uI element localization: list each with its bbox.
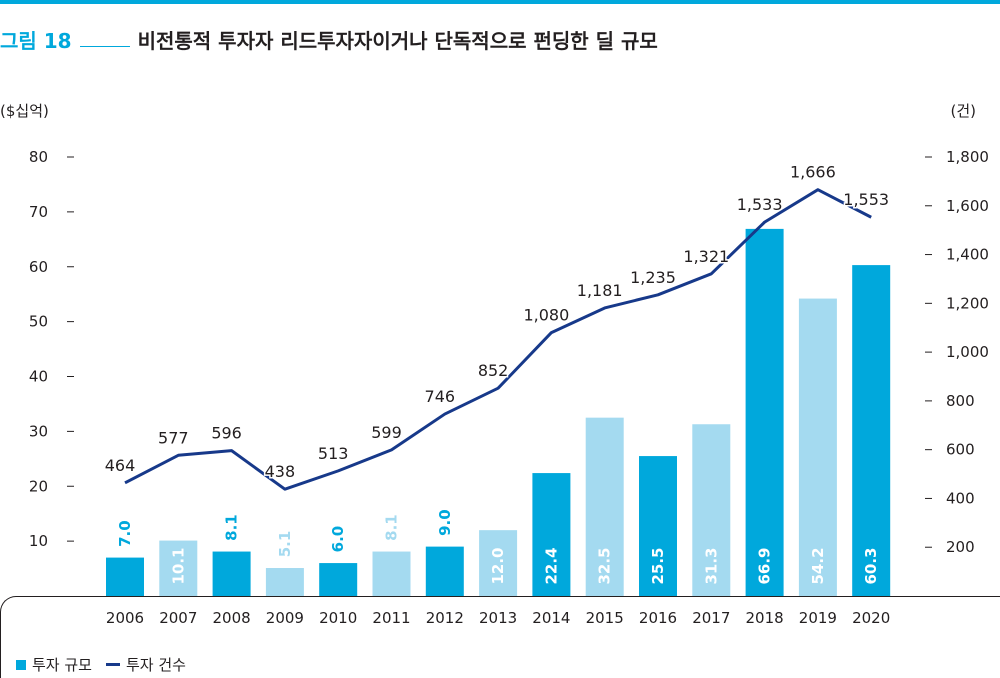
- right-axis-tick-label: 800: [946, 392, 975, 410]
- x-axis-label: 2019: [799, 609, 837, 627]
- bar-value-label: 6.0: [329, 526, 347, 553]
- line-value-label: 464: [105, 456, 136, 475]
- bar-2012: [425, 546, 464, 596]
- bar-value-label: 12.0: [489, 547, 507, 584]
- right-axis-unit: (건): [950, 102, 976, 120]
- bar-value-label: 25.5: [649, 547, 667, 584]
- figure-title: 비전통적 투자자 리드투자자이거나 단독적으로 펀딩한 딜 규모: [137, 28, 658, 53]
- line-value-label: 513: [318, 444, 349, 463]
- bar-2010: [319, 563, 358, 596]
- bottom-frame: [0, 596, 1000, 678]
- bar-2020: [852, 265, 891, 596]
- bar-2017: [692, 424, 731, 596]
- line-value-label: 1,321: [683, 247, 729, 266]
- x-axis-label: 2020: [852, 609, 890, 627]
- line-value-label: 1,666: [790, 163, 836, 182]
- bar-value-label: 8.1: [223, 514, 241, 541]
- right-axis-tick-label: 1,400: [946, 246, 989, 264]
- right-axis-tick-label: 400: [946, 489, 975, 507]
- bar-2015: [585, 417, 624, 596]
- deal-count-line: [124, 188, 872, 491]
- figure-number: 그림 18: [0, 28, 72, 53]
- bar-2006: [106, 557, 144, 596]
- bar-2014: [532, 473, 571, 596]
- x-axis-label: 2011: [372, 609, 410, 627]
- left-axis-tick-label: 50: [29, 313, 48, 331]
- line-value-label: 1,533: [737, 195, 783, 214]
- x-axis-label: 2017: [692, 609, 730, 627]
- legend-bar-swatch: [16, 659, 26, 670]
- line-value-label: 1,181: [577, 281, 623, 300]
- x-axis-label: 2012: [426, 609, 464, 627]
- line-value-label: 1,080: [523, 306, 569, 325]
- bar-2018: [745, 228, 784, 597]
- x-axis-label: 2008: [213, 609, 251, 627]
- x-axis-label: 2016: [639, 609, 677, 627]
- left-axis-unit: ($십억): [0, 102, 49, 120]
- bar-value-label: 7.0: [116, 520, 134, 547]
- bar-2011: [372, 551, 411, 596]
- line-value-label: 1,553: [843, 190, 889, 209]
- left-axis-tick-label: 40: [29, 368, 48, 386]
- figure-header: 그림 18 비전통적 투자자 리드투자자이거나 단독적으로 펀딩한 딜 규모: [0, 22, 658, 56]
- bar-value-label: 54.2: [809, 547, 827, 584]
- left-axis-tick-label: 20: [29, 477, 48, 495]
- x-axis-label: 2007: [159, 609, 197, 627]
- x-axis-label: 2006: [106, 609, 144, 627]
- right-axis-tick-label: 1,600: [946, 197, 989, 215]
- right-axis-tick-label: 1,000: [946, 343, 989, 361]
- right-axis-tick-label: 600: [946, 441, 975, 459]
- bar-2008: [212, 551, 251, 596]
- left-axis-tick-label: 80: [29, 148, 48, 166]
- x-axis-label: 2018: [746, 609, 784, 627]
- bar-2013: [479, 530, 518, 596]
- bar-value-label: 10.1: [169, 547, 187, 584]
- bar-value-label: 32.5: [596, 547, 614, 584]
- line-value-label: 746: [425, 387, 456, 406]
- legend-bar-label: 투자 규모: [32, 656, 92, 674]
- bar-value-label: 8.1: [383, 514, 401, 541]
- bar-value-label: 9.0: [436, 509, 454, 536]
- x-axis-label: 2013: [479, 609, 517, 627]
- legend-line-swatch: [105, 663, 120, 666]
- bar-2009: [265, 568, 304, 596]
- top-accent-rule: [0, 0, 1000, 4]
- x-axis-label: 2010: [319, 609, 357, 627]
- right-axis-tick-label: 1,800: [946, 148, 989, 166]
- legend: 투자 규모 투자 건수: [16, 654, 186, 675]
- line-value-label: 577: [158, 428, 189, 447]
- left-axis-tick-label: 30: [29, 422, 48, 440]
- line-value-label: 852: [478, 361, 509, 380]
- figure-number-underline: [79, 45, 130, 47]
- bar-value-label: 60.3: [862, 547, 880, 584]
- bar-value-label: 66.9: [756, 547, 774, 584]
- x-axis-label: 2009: [266, 609, 304, 627]
- left-axis-tick-label: 70: [29, 203, 48, 221]
- right-axis-tick-label: 200: [946, 538, 975, 556]
- left-axis-tick-label: 60: [29, 258, 48, 276]
- bar-2016: [639, 456, 677, 596]
- line-value-label: 1,235: [630, 268, 676, 287]
- bar-value-label: 31.3: [702, 547, 720, 584]
- bar-value-label: 5.1: [276, 531, 294, 558]
- legend-line-label: 투자 건수: [125, 656, 186, 674]
- right-axis-tick-label: 1,200: [946, 294, 989, 312]
- bar-2019: [798, 298, 837, 596]
- left-axis-tick-label: 10: [29, 532, 48, 550]
- bar-value-label: 22.4: [542, 547, 560, 584]
- line-value-label: 596: [211, 424, 242, 443]
- bar-2007: [159, 540, 198, 596]
- x-axis-label: 2014: [532, 609, 570, 627]
- x-axis-label: 2015: [586, 609, 624, 627]
- line-value-label: 599: [371, 423, 402, 442]
- line-value-label: 438: [265, 462, 296, 481]
